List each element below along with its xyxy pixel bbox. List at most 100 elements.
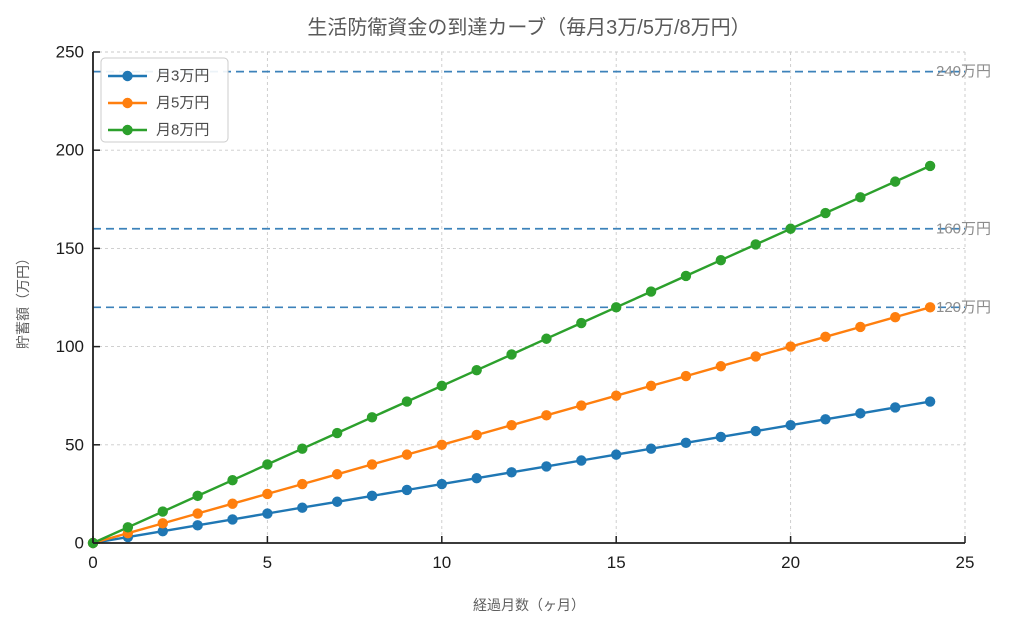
data-point [541, 461, 552, 472]
data-point [820, 207, 831, 219]
chart-title: 生活防衛資金の到達カーブ（毎月3万/5万/8万円） [307, 15, 750, 39]
data-point [890, 176, 901, 187]
data-point [192, 490, 203, 502]
threshold-label: 160万円 [936, 220, 991, 237]
legend-item-label: 月3万円 [156, 68, 209, 85]
threshold-lines [93, 70, 965, 309]
y-tick-label: 50 [65, 435, 84, 454]
legend-item-月8万円: 月8万円 [108, 122, 209, 139]
data-point [157, 506, 168, 517]
data-point [192, 520, 203, 531]
data-point [192, 508, 203, 519]
data-point [122, 522, 134, 533]
x-tick-label: 20 [781, 553, 800, 572]
data-point [715, 361, 727, 372]
legend-marker [122, 70, 133, 82]
data-point [331, 496, 343, 507]
data-point [890, 402, 901, 413]
data-point [262, 459, 273, 470]
legend-item-label: 月5万円 [156, 95, 209, 112]
data-point [890, 311, 901, 323]
data-point [436, 439, 447, 450]
legend-item-月5万円: 月5万円 [108, 95, 209, 112]
y-tick-label: 250 [56, 43, 84, 62]
y-tick-label: 200 [56, 141, 84, 160]
data-point [262, 488, 273, 500]
data-point [820, 414, 831, 425]
data-point [541, 333, 552, 344]
data-point [855, 408, 866, 419]
data-point [471, 472, 482, 484]
data-point [611, 302, 622, 313]
data-point [715, 254, 727, 266]
data-point [436, 478, 447, 490]
data-point [924, 396, 936, 407]
data-point [401, 396, 413, 407]
data-point [611, 449, 622, 460]
x-tick-label: 5 [263, 553, 272, 572]
x-tick-label: 15 [607, 553, 626, 572]
data-point [576, 400, 587, 411]
data-point [750, 351, 761, 362]
data-point [506, 419, 517, 431]
data-point [715, 431, 727, 443]
data-point [645, 286, 657, 297]
data-point [924, 160, 936, 172]
legend-item-月3万円: 月3万円 [108, 68, 209, 85]
x-tick-label: 25 [956, 553, 975, 572]
data-point [401, 449, 413, 460]
data-point [227, 514, 238, 525]
legend-marker [122, 97, 133, 109]
data-point [262, 508, 273, 519]
y-tick-label: 100 [56, 337, 84, 356]
data-point [366, 412, 378, 423]
data-point [680, 370, 692, 382]
data-point [611, 390, 622, 401]
threshold-labels: 120万円 160万円 240万円 [936, 63, 991, 316]
data-point [297, 443, 308, 454]
data-point [750, 239, 761, 250]
data-point [401, 484, 413, 496]
legend-item-label: 月8万円 [156, 122, 209, 139]
data-point [297, 502, 308, 513]
axes: 0 50 100 150 200 250 0 5 10 15 20 25 [56, 43, 975, 573]
x-tick-label: 10 [432, 553, 451, 572]
series-月3万円 [87, 396, 936, 549]
data-point [506, 349, 517, 360]
data-point [924, 302, 936, 313]
threshold-label: 240万円 [936, 63, 991, 80]
data-point [227, 498, 238, 509]
data-point [645, 380, 657, 392]
data-point [297, 478, 308, 490]
data-point [471, 429, 482, 441]
data-point [855, 192, 866, 203]
data-point [680, 270, 692, 282]
x-tick-label: 0 [88, 553, 97, 572]
y-axis-label: 貯蓄額（万円） [15, 251, 31, 349]
data-point [436, 380, 447, 392]
x-axis-label: 経過月数（ヶ月） [473, 597, 585, 613]
series-月5万円 [87, 302, 936, 549]
data-point [331, 469, 343, 480]
data-point [576, 455, 587, 466]
data-point [506, 467, 517, 478]
data-point [331, 427, 343, 439]
data-point [785, 223, 796, 234]
data-point [471, 364, 482, 376]
data-point [645, 443, 657, 454]
data-point [366, 490, 378, 502]
data-point [157, 518, 168, 529]
legend-box [100, 57, 229, 143]
threshold-label: 120万円 [936, 299, 991, 316]
data-point [785, 419, 796, 431]
data-point [157, 526, 168, 537]
data-point [855, 321, 866, 333]
data-point [541, 410, 552, 421]
data-point [680, 437, 692, 449]
legend-marker [122, 124, 133, 136]
data-point [576, 317, 587, 329]
y-tick-label: 0 [75, 534, 84, 553]
